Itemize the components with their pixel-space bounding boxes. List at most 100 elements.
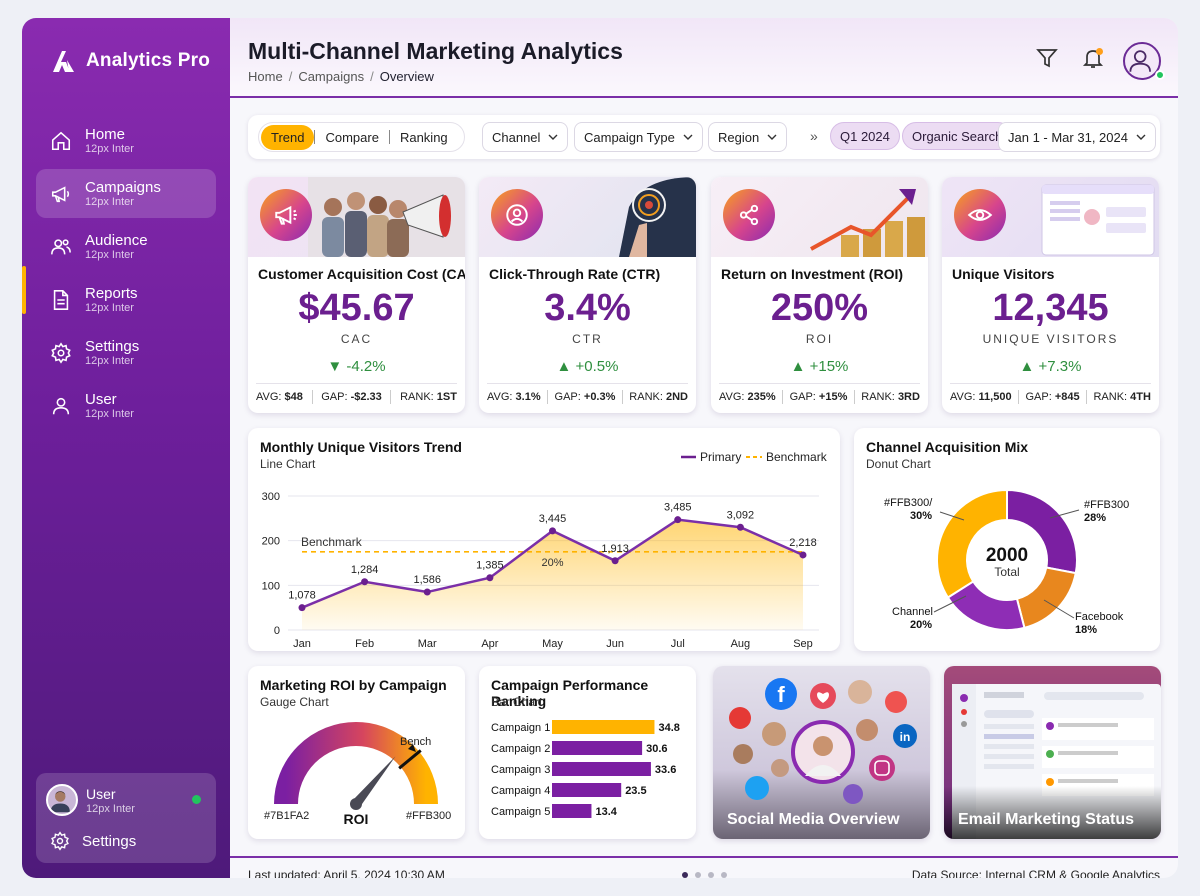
channel-dropdown[interactable]: Channel: [482, 122, 569, 152]
pagination-dot[interactable]: [682, 872, 688, 878]
sidebar-item-label: Settings: [85, 337, 140, 355]
x-tick-label: Sep: [793, 638, 813, 650]
kpi-avg-value: 235%: [747, 390, 776, 403]
sidebar-item-label: Campaigns: [85, 178, 161, 196]
bell-icon[interactable]: [1081, 46, 1105, 70]
kpi-value: 250%: [770, 287, 869, 329]
social-media-card[interactable]: f in Social Media Overview: [713, 666, 930, 839]
gauge-arc: [274, 722, 438, 805]
sidebar-item-settings[interactable]: Settings 12px Inter: [36, 328, 216, 377]
data-label: 1,284: [351, 564, 379, 576]
campaign-type-dropdown[interactable]: Campaign Type: [574, 122, 703, 152]
region-dropdown[interactable]: Region: [708, 122, 788, 152]
bar[interactable]: [552, 720, 655, 734]
slice-label: Channel: [892, 606, 933, 618]
kpi-card-visitors[interactable]: Unique Visitors 12,345 UNIQUE VISITORS ▲…: [942, 177, 1159, 413]
avatar[interactable]: [46, 784, 78, 816]
kpi-delta-value: +15%: [809, 358, 849, 375]
bar[interactable]: [552, 741, 643, 755]
pagination-dot[interactable]: [721, 872, 727, 878]
bar-value-label: 30.6: [646, 743, 667, 755]
data-point[interactable]: [674, 516, 682, 524]
kpi-title: Click-Through Rate (CTR): [489, 266, 661, 282]
bar[interactable]: [552, 804, 592, 818]
sidebar-item-home[interactable]: Home 12px Inter: [36, 116, 216, 165]
data-point[interactable]: [549, 527, 556, 535]
footer-divider: [547, 389, 549, 404]
data-point[interactable]: [298, 604, 306, 612]
sidebar-item-audience[interactable]: Audience 12px Inter: [36, 222, 216, 271]
footer-divider: [311, 389, 313, 404]
date-range-picker[interactable]: Jan 1 - Mar 31, 2024: [998, 122, 1156, 152]
pagination-dot[interactable]: [695, 872, 701, 878]
footer-divider: [390, 389, 392, 404]
chevron-double-right-icon[interactable]: »: [810, 128, 818, 144]
email-marketing-card[interactable]: Email Marketing Status: [944, 666, 1161, 839]
kpi-rank-label: RANK:: [400, 390, 434, 403]
chevron-down-icon: [548, 134, 558, 140]
bar-value-label: 33.6: [655, 764, 676, 776]
gauge-needle: [352, 756, 396, 808]
gauge-chart-panel: Marketing ROI by Campaign Gauge Chart Be…: [248, 666, 465, 839]
kpi-footer: AVG: 3.1% GAP: +0.3% RANK: 2ND: [487, 383, 688, 409]
x-tick-label: Aug: [731, 638, 751, 650]
bar[interactable]: [552, 783, 622, 797]
kpi-footer: AVG: $48 GAP: -$2.33 RANK: 1ST: [256, 383, 457, 409]
data-point[interactable]: [361, 578, 369, 586]
bar-chart-panel: Campaign Performance Ranking Bar Chart C…: [479, 666, 696, 839]
x-tick-label: Feb: [355, 638, 374, 650]
line-area-fill: [302, 519, 803, 630]
brand[interactable]: Analytics Pro: [50, 48, 210, 74]
user-avatar-icon: [50, 791, 70, 813]
donut-chart-panel: Channel Acquisition Mix Donut Chart 2000…: [854, 428, 1160, 651]
kpi-gap: GAP: +0.3%: [555, 391, 616, 403]
kpi-card-ctr[interactable]: Click-Through Rate (CTR) 3.4% CTR ▲ +0.5…: [479, 177, 696, 413]
kpi-card-roi[interactable]: Return on Investment (ROI) 250% ROI ▲ +1…: [711, 177, 928, 413]
kpi-avg-value: $48: [284, 390, 303, 403]
sidebar-item-campaigns[interactable]: Campaigns 12px Inter: [36, 169, 216, 218]
data-point[interactable]: [736, 523, 744, 531]
kpi-rank-label: RANK:: [861, 390, 895, 403]
last-updated-text: Last updated: April 5, 2024 10:30 AM: [248, 868, 445, 878]
kpi-rank-label: RANK:: [1093, 390, 1128, 403]
pagination-dot[interactable]: [708, 872, 714, 878]
dropdown-label: Region: [718, 129, 760, 145]
data-point[interactable]: [611, 557, 619, 565]
header-avatar[interactable]: [1123, 42, 1161, 80]
sidebar-settings-button[interactable]: Settings: [50, 831, 136, 851]
data-point[interactable]: [423, 588, 431, 596]
segment-ranking[interactable]: Ranking: [399, 129, 448, 145]
kpi-footer: AVG: 11,500 GAP: +845 RANK: 4TH: [950, 383, 1151, 409]
kpi-avg-value: 3.1%: [515, 390, 541, 403]
bench-pointer-icon: [408, 744, 416, 752]
filter-icon[interactable]: [1035, 46, 1059, 70]
filter-chip-channel[interactable]: Organic Search: [902, 122, 1013, 150]
data-point[interactable]: [799, 551, 807, 559]
x-tick-label: Jan: [293, 638, 311, 650]
segment-compare[interactable]: Compare: [325, 129, 379, 145]
y-tick-label: 100: [262, 580, 280, 592]
breadcrumb-home[interactable]: Home: [248, 69, 283, 84]
kpi-rank: RANK: 3RD: [861, 391, 920, 403]
kpi-delta: ▼ -4.2%: [248, 358, 465, 375]
breadcrumb-campaigns[interactable]: Campaigns: [298, 69, 365, 84]
chevron-down-icon: [1136, 134, 1146, 140]
gauge-bench-marker: [398, 749, 422, 770]
bar[interactable]: [552, 762, 651, 776]
kpi-avg-label: AVG:: [487, 390, 513, 403]
kpi-banner-image: [248, 177, 465, 257]
sidebar-item-user[interactable]: User 12px Inter: [36, 381, 216, 430]
leader-line: [1049, 509, 1080, 519]
sidebar-item-reports[interactable]: Reports 12px Inter: [36, 275, 216, 324]
segment-trend[interactable]: Trend: [261, 124, 315, 150]
data-source-text: Data Source: Internal CRM & Google Analy…: [911, 868, 1160, 878]
leader-line: [933, 595, 967, 613]
filter-chip-period[interactable]: Q1 2024: [830, 122, 900, 150]
data-label: 1,586: [413, 574, 441, 586]
data-point[interactable]: [486, 574, 494, 582]
panel-title: Marketing ROI by Campaign: [260, 677, 447, 693]
kpi-card-cac[interactable]: Customer Acquisition Cost (CAC) $45.67 C…: [248, 177, 465, 413]
kpi-gap-value: +845: [1054, 390, 1080, 403]
kpi-delta: ▲ +7.3%: [942, 358, 1159, 375]
kpi-value: 12,345: [992, 287, 1109, 329]
